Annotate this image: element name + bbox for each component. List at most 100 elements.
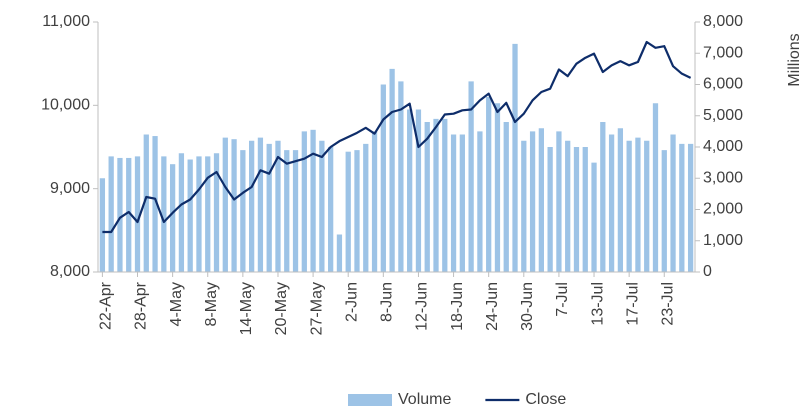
bar (582, 147, 588, 272)
bar (573, 147, 580, 272)
bar (99, 178, 106, 272)
bar (538, 128, 544, 272)
bar (319, 140, 325, 272)
bar (231, 139, 237, 272)
bar (328, 147, 334, 272)
bar (169, 164, 176, 272)
bar (442, 118, 448, 272)
bar (152, 136, 158, 272)
bar (336, 234, 343, 272)
bar (371, 131, 378, 272)
bar (635, 137, 641, 272)
x-tick-label: 12-Jun (414, 282, 431, 331)
bar (117, 157, 123, 272)
bar (196, 156, 202, 272)
bar (292, 150, 299, 272)
bar (521, 140, 527, 272)
bar (600, 122, 606, 272)
bar (626, 140, 632, 272)
bar (617, 128, 624, 272)
bar (459, 134, 465, 272)
x-tick-label: 4-May (168, 282, 185, 326)
bar (486, 97, 492, 272)
x-tick-label: 8-Jun (379, 282, 396, 322)
y2-tick-label: 8,000 (703, 13, 743, 30)
bar (652, 103, 659, 272)
bar (257, 137, 264, 272)
bar (134, 156, 141, 272)
bar (687, 143, 694, 272)
bar (345, 151, 351, 272)
bar (424, 122, 430, 272)
bar (222, 137, 228, 272)
y-tick-label: 8,000 (50, 263, 90, 280)
bar (591, 162, 597, 272)
x-tick-label: 27-May (308, 282, 325, 335)
bar (565, 140, 571, 272)
x-tick-label: 8-May (203, 282, 220, 326)
bar (143, 134, 149, 272)
bar (529, 131, 536, 272)
bar (556, 131, 562, 272)
x-tick-label: 28-Apr (133, 281, 150, 330)
bar (494, 103, 501, 272)
bar (161, 156, 167, 272)
y-tick-label: 10,000 (41, 97, 90, 114)
legend-label: Close (525, 391, 566, 408)
bar (284, 150, 290, 272)
bar (187, 159, 193, 272)
y-tick-label: 11,000 (42, 13, 90, 30)
bar (670, 134, 676, 272)
y-tick-label: 9,000 (50, 180, 90, 197)
y2-tick-label: 2,000 (703, 201, 743, 218)
bar (108, 156, 114, 272)
bar (450, 134, 457, 272)
bar (240, 150, 246, 272)
bar (415, 109, 422, 272)
x-tick-label: 20-May (273, 282, 290, 335)
x-tick-label: 7-Jul (554, 282, 571, 317)
bar (126, 157, 132, 272)
y2-tick-label: 0 (703, 263, 712, 280)
x-tick-label: 2-Jun (343, 282, 360, 322)
bar (644, 140, 650, 272)
legend-swatch (348, 394, 392, 406)
x-tick-label: 22-Apr (98, 281, 115, 330)
bar (363, 143, 369, 272)
bar (354, 150, 360, 272)
bar (178, 153, 185, 272)
bar (407, 109, 413, 272)
bar (205, 156, 211, 272)
bar (398, 81, 404, 272)
y2-tick-label: 5,000 (703, 107, 743, 124)
legend-label: Volume (398, 391, 451, 408)
bar (380, 84, 386, 272)
bar (249, 140, 255, 272)
bar (512, 43, 518, 272)
bar (213, 153, 220, 272)
bar (275, 140, 281, 272)
bar (661, 150, 667, 272)
x-tick-label: 23-Jul (659, 282, 676, 326)
y2-tick-label: 6,000 (703, 76, 743, 93)
x-tick-label: 13-Jul (589, 282, 606, 326)
bar (547, 147, 553, 272)
bar (301, 131, 307, 272)
bar (389, 68, 395, 272)
bar (477, 131, 483, 272)
bar (266, 143, 272, 272)
bar (608, 134, 615, 272)
x-tick-label: 30-Jun (519, 282, 536, 331)
x-tick-label: 14-May (238, 282, 255, 335)
y2-tick-label: 3,000 (703, 169, 743, 186)
bar (468, 81, 474, 272)
x-tick-label: 24-Jun (484, 282, 501, 331)
x-tick-label: 18-Jun (449, 282, 466, 331)
y2-tick-label: 7,000 (703, 44, 743, 61)
bar (503, 122, 509, 272)
bar (310, 129, 316, 272)
y2-tick-label: 1,000 (703, 232, 743, 249)
y2-tick-label: 4,000 (703, 138, 743, 155)
x-tick-label: 17-Jul (624, 282, 641, 326)
